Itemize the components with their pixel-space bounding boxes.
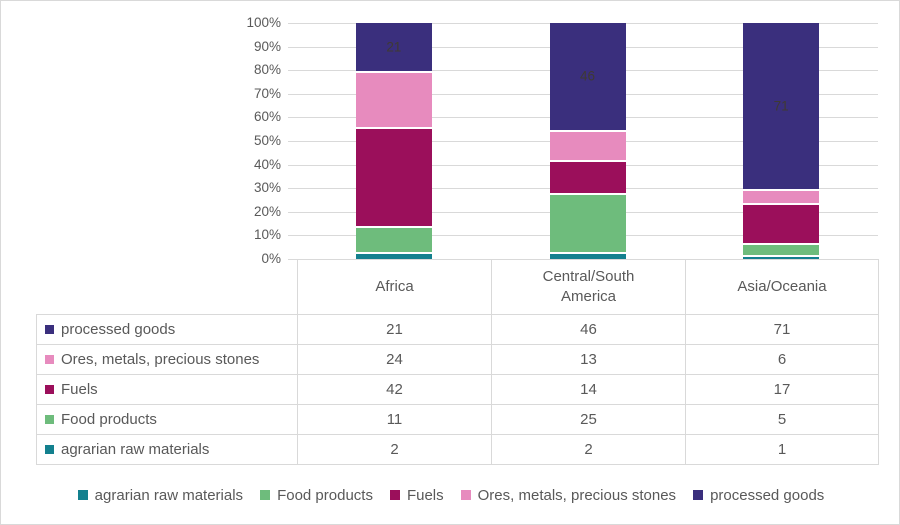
y-axis-tick-label: 50% [253, 133, 281, 148]
legend-label: Food products [277, 486, 373, 504]
bar-segment-agrarian-raw-materials [743, 256, 820, 259]
value-cell: 2 [297, 434, 492, 465]
legend-item-fuels: Fuels [389, 486, 444, 504]
bar-segment-fuels [549, 162, 626, 196]
series-key-swatch [45, 415, 54, 424]
bar-segment-ores-metals-precious-stones [549, 131, 626, 163]
row-label: Fuels [36, 374, 298, 405]
row-label: processed goods [36, 314, 298, 345]
legend-swatch [389, 490, 400, 500]
bar-segment-ores-metals-precious-stones [743, 190, 820, 205]
plot-area: 100% 90% 80% 70% 60% 50% 40% 30% 20% 10% 0% 21 46 71 [1, 1, 899, 266]
row-label-text: Ores, metals, precious stones [61, 351, 260, 368]
bar-segment-food-products [743, 244, 820, 257]
value-cell: 46 [491, 314, 686, 345]
legend-item-ores-metals-precious-stones: Ores, metals, precious stones [460, 486, 677, 504]
data-table: Africa Central/South America Asia/Oceania … [36, 259, 879, 465]
series-key-swatch [45, 385, 54, 394]
data-table-header: Africa Central/South America Asia/Oceania [37, 259, 879, 315]
bar-data-label: 71 [773, 98, 789, 114]
bar-central-south-america: 46 [549, 23, 626, 259]
row-label-text: Fuels [61, 381, 98, 398]
series-key-swatch [45, 355, 54, 364]
legend-label: Fuels [406, 486, 444, 504]
bar-segment-agrarian-raw-materials [355, 254, 432, 259]
bar-segment-fuels [743, 204, 820, 245]
row-label-text: agrarian raw materials [61, 441, 210, 458]
series-key-swatch [45, 445, 54, 454]
bar-segment-food-products [549, 195, 626, 255]
column-header-label: Central/South America [542, 267, 635, 305]
column-header-label: Africa [375, 277, 414, 295]
value-cell: 17 [685, 374, 879, 405]
y-axis-tick-label: 40% [253, 156, 281, 172]
y-axis-tick-label: 100% [246, 15, 281, 30]
value-cell: 71 [685, 314, 879, 345]
value-cell: 5 [685, 404, 879, 435]
row-label: Food products [36, 404, 298, 435]
y-axis-tick-label: 30% [253, 180, 281, 196]
y-axis-tick-label: 20% [253, 203, 281, 219]
legend-label: Ores, metals, precious stones [477, 486, 677, 504]
row-label: Ores, metals, precious stones [36, 344, 298, 375]
column-header-central-south-america: Central/South America [491, 259, 686, 315]
bar-segment-agrarian-raw-materials [549, 254, 626, 259]
bar-segment-processed-goods: 21 [355, 23, 432, 73]
table-row-agrarian-raw-materials: agrarian raw materials 2 2 1 [36, 434, 879, 465]
series-key-swatch [45, 325, 54, 334]
data-table-body: processed goods 21 46 71 Ores, metals, preci… [36, 314, 879, 465]
table-row-fuels: Fuels 42 14 17 [36, 374, 879, 405]
legend-swatch [77, 490, 88, 500]
value-cell: 25 [491, 404, 686, 435]
value-cell: 42 [297, 374, 492, 405]
column-header-africa: Africa [297, 259, 492, 315]
table-row-food-products: Food products 11 25 5 [36, 404, 879, 435]
legend-swatch [693, 490, 704, 500]
legend-item-agrarian-raw-materials: agrarian raw materials [77, 486, 244, 504]
bar-data-label: 21 [386, 39, 402, 55]
y-axis-tick-label: 60% [253, 109, 281, 125]
bar-segment-processed-goods: 46 [549, 23, 626, 132]
legend-item-processed-goods: processed goods [693, 487, 824, 504]
legend-label: processed goods [710, 486, 825, 504]
legend-label: agrarian raw materials [94, 486, 244, 504]
bar-data-label: 46 [579, 68, 596, 84]
y-axis-tick-label: 70% [253, 85, 281, 101]
row-label: agrarian raw materials [36, 434, 298, 465]
bar-segment-processed-goods: 71 [743, 23, 820, 191]
value-cell: 6 [685, 344, 879, 375]
bar-segment-fuels [355, 129, 432, 229]
column-header-label: Asia/Oceania [737, 277, 827, 295]
bar-africa: 21 [355, 23, 432, 259]
y-axis-tick-label: 80% [253, 62, 281, 78]
y-axis-tick-label: 0% [261, 251, 281, 266]
row-label-text: Food products [61, 411, 157, 428]
table-corner-blank [37, 260, 298, 315]
column-header-asia-oceania: Asia/Oceania [685, 259, 879, 315]
table-row-processed-goods: processed goods 21 46 71 [36, 314, 879, 345]
legend: agrarian raw materials Food products Fuels… [1, 483, 899, 507]
y-axis-tick-label: 90% [253, 38, 281, 54]
value-cell: 11 [297, 404, 492, 435]
value-cell: 24 [297, 344, 492, 375]
value-cell: 14 [491, 374, 686, 405]
bar-segment-food-products [355, 228, 432, 255]
value-cell: 21 [297, 314, 492, 345]
y-axis-tick-label: 10% [253, 227, 281, 243]
legend-swatch [460, 490, 471, 500]
value-cell: 2 [491, 434, 686, 465]
row-label-text: processed goods [61, 321, 176, 338]
value-cell: 13 [491, 344, 686, 375]
legend-swatch [260, 490, 271, 500]
bar-segment-ores-metals-precious-stones [355, 72, 432, 130]
value-cell: 1 [685, 434, 879, 465]
legend-item-food-products: Food products [260, 487, 373, 504]
table-row-ores-metals-precious-stones: Ores, metals, precious stones 24 13 6 [36, 344, 879, 375]
bar-asia-oceania: 71 [743, 23, 820, 259]
